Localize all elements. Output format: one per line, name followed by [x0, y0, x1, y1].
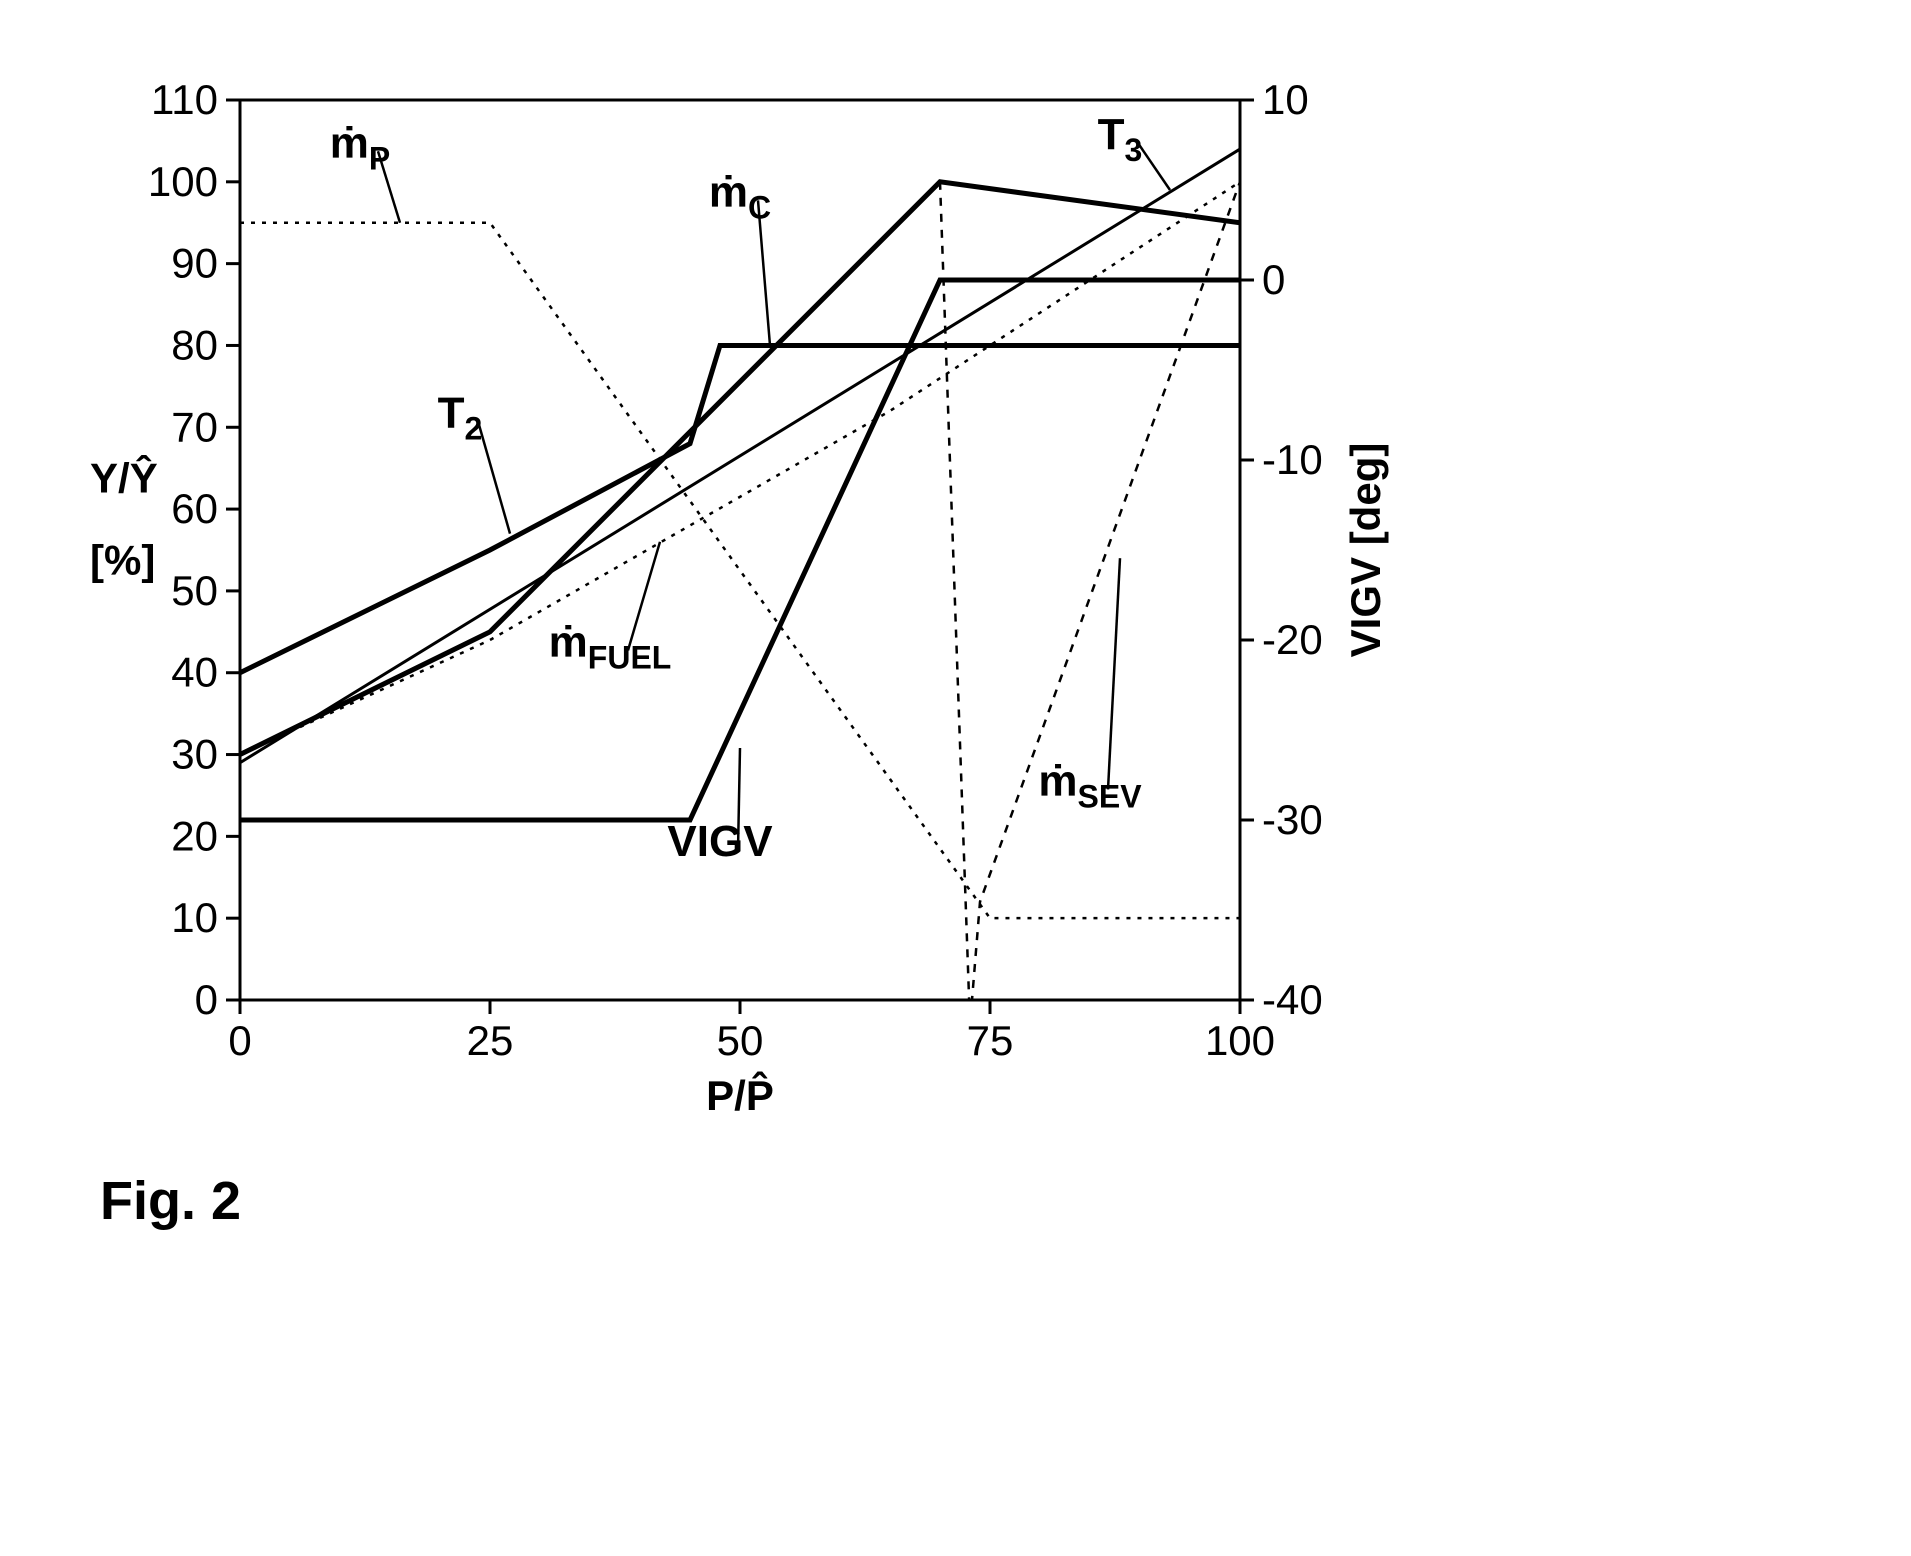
- label-VIGV: VIGV: [667, 817, 773, 866]
- y-right-tick: -40: [1262, 976, 1323, 1023]
- label-mSEV: ṁSEV: [1038, 756, 1142, 814]
- chart-container: 0255075100P/P̂0102030405060708090100110Y…: [40, 40, 1440, 1140]
- y-left-tick: 60: [171, 485, 218, 532]
- label-T3: T3: [1098, 110, 1143, 168]
- y-left-label-1: Y/Ŷ: [90, 454, 158, 502]
- y-right-tick: 0: [1262, 256, 1285, 303]
- y-left-tick: 40: [171, 649, 218, 696]
- y-right-tick: -10: [1262, 436, 1323, 483]
- x-tick: 75: [967, 1017, 1014, 1064]
- y-left-tick: 90: [171, 240, 218, 287]
- figure-caption: Fig. 2: [100, 1170, 1871, 1232]
- series-T2: [240, 345, 1240, 672]
- x-tick: 100: [1205, 1017, 1275, 1064]
- y-right-tick: 10: [1262, 76, 1309, 123]
- label-mFUEL: ṁFUEL: [549, 617, 672, 675]
- x-tick: 25: [467, 1017, 514, 1064]
- x-tick: 50: [717, 1017, 764, 1064]
- y-right-tick: -20: [1262, 616, 1323, 663]
- y-left-tick: 10: [171, 894, 218, 941]
- leader-mSEV: [1108, 558, 1120, 789]
- label-T2: T2: [438, 388, 483, 446]
- y-left-tick: 50: [171, 567, 218, 614]
- y-left-label-2: [%]: [90, 537, 155, 584]
- label-mP: ṁP: [330, 118, 390, 176]
- series-mSEV: [940, 182, 1240, 1025]
- series-mC: [240, 182, 1240, 755]
- y-left-tick: 0: [195, 976, 218, 1023]
- leader-T2: [478, 421, 510, 533]
- series-VIGV: [240, 280, 1240, 820]
- y-left-tick: 100: [148, 158, 218, 205]
- y-right-label: VIGV [deg]: [1342, 443, 1389, 658]
- label-mC: ṁC: [709, 167, 771, 225]
- y-left-tick: 20: [171, 812, 218, 859]
- series-mFUEL: [240, 182, 1240, 755]
- y-left-tick: 110: [151, 76, 218, 123]
- y-right-tick: -30: [1262, 796, 1323, 843]
- y-left-tick: 30: [171, 731, 218, 778]
- series-T3: [240, 149, 1240, 763]
- x-axis-label: P/P̂: [706, 1071, 774, 1119]
- leader-mFUEL: [628, 542, 660, 651]
- y-left-tick: 70: [171, 403, 218, 450]
- leader-T3: [1138, 143, 1170, 190]
- x-tick: 0: [228, 1017, 251, 1064]
- chart-svg: 0255075100P/P̂0102030405060708090100110Y…: [40, 40, 1440, 1140]
- y-left-tick: 80: [171, 321, 218, 368]
